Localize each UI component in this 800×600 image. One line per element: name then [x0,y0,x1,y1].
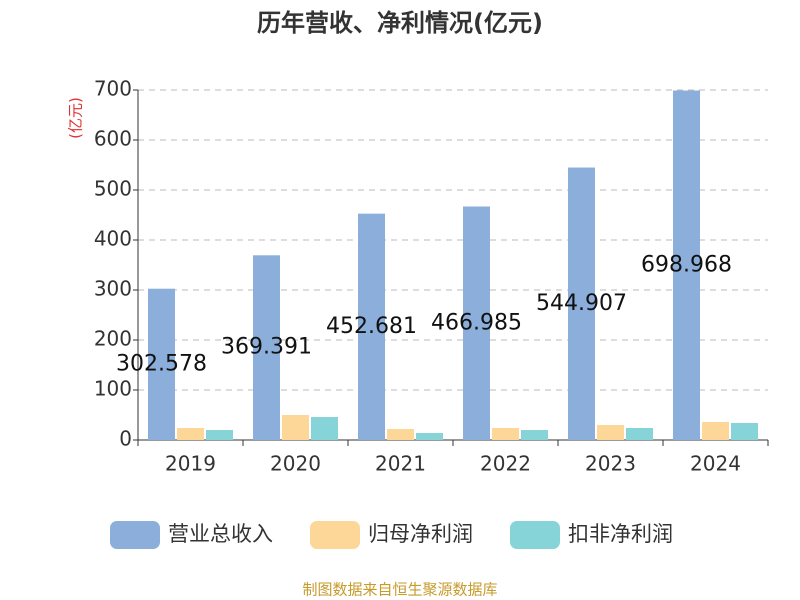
y-tick-label: 600 [94,127,132,151]
value-label: 452.681 [326,314,417,339]
bar [568,167,595,440]
bar [731,423,758,440]
x-tick-label: 2024 [690,452,741,476]
x-tick-label: 2022 [480,452,531,476]
bar [626,428,653,440]
y-tick-label: 100 [94,377,132,401]
x-tick-label: 2019 [165,452,216,476]
bar [416,433,443,440]
y-tick-label: 500 [94,177,132,201]
value-label: 369.391 [221,335,312,360]
y-tick-label: 0 [119,427,132,451]
value-label: 302.578 [116,351,207,376]
bar [177,428,204,440]
legend-swatch [510,521,560,549]
bar [311,417,338,440]
x-tick-label: 2021 [375,452,426,476]
bar [282,415,309,440]
y-tick-label: 300 [94,277,132,301]
y-tick-label: 400 [94,227,132,251]
y-tick-label: 700 [94,77,132,101]
bar [673,90,700,441]
value-label: 544.907 [536,291,627,316]
legend-label: 归母净利润 [368,522,473,546]
bar [702,422,729,440]
bar [206,430,233,440]
bar [597,425,624,440]
legend-label: 营业总收入 [168,522,273,546]
bar [521,430,548,440]
legend-swatch [310,521,360,549]
source: 制图数据来自恒生聚源数据库 [302,581,497,599]
bar [387,429,414,440]
bar [492,428,519,440]
legend-label: 扣非净利润 [568,522,673,546]
chart-title: 历年营收、净利情况(亿元) [257,9,543,37]
bar [148,288,175,440]
legend-swatch [110,521,160,549]
y-tick-label: 200 [94,327,132,351]
y-unit: (亿元) [67,97,85,139]
x-tick-label: 2020 [270,452,321,476]
value-label: 698.968 [641,252,732,277]
bar [358,213,385,440]
bar [463,206,490,440]
bar [253,255,280,440]
x-tick-label: 2023 [585,452,636,476]
value-label: 466.985 [431,310,522,335]
